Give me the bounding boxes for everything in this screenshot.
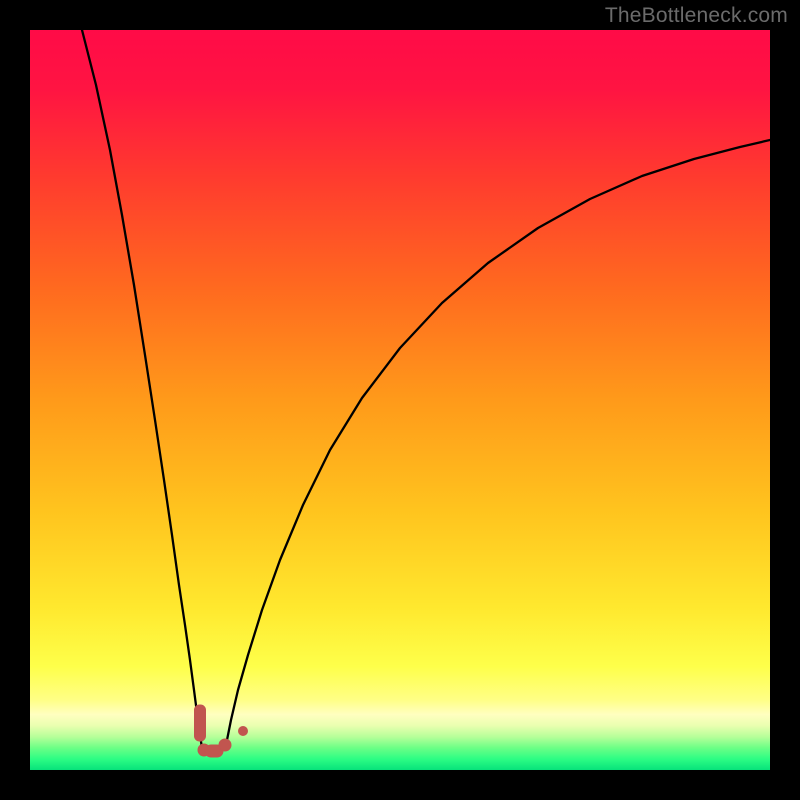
chart-canvas: TheBottleneck.com — [0, 0, 800, 800]
chart-gradient-background — [30, 30, 770, 770]
bottleneck-chart-svg — [0, 0, 800, 800]
data-marker-3 — [219, 739, 231, 751]
watermark-label: TheBottleneck.com — [605, 4, 788, 28]
data-marker-0 — [195, 705, 206, 741]
data-marker-4 — [239, 727, 248, 736]
